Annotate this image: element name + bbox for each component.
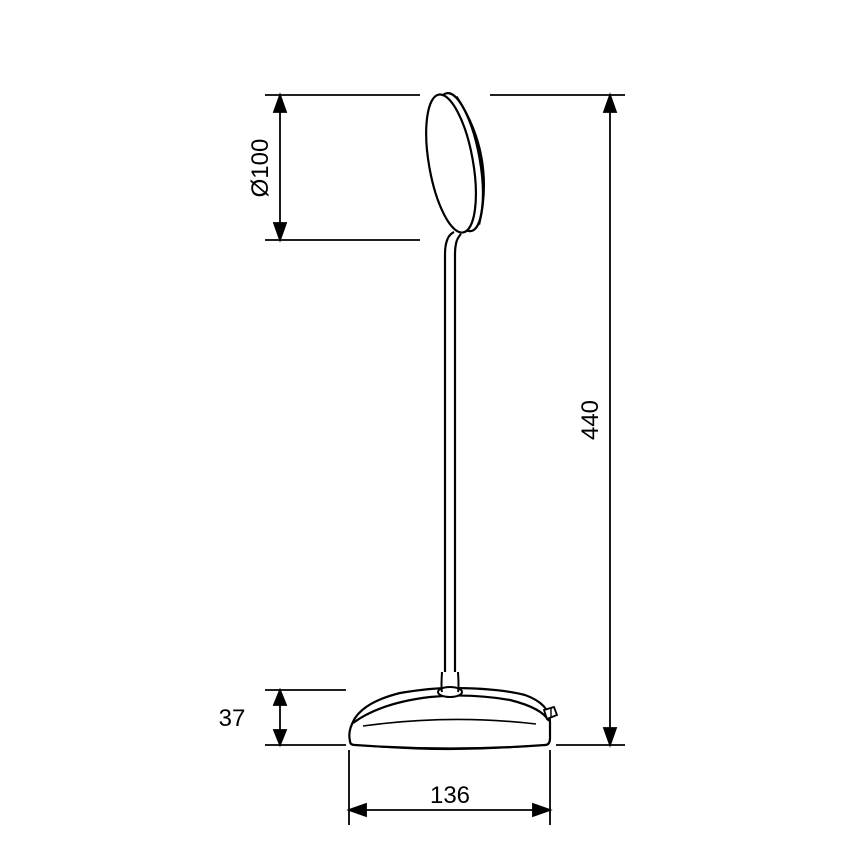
lamp-stem bbox=[445, 254, 455, 672]
dim-head-diameter-label: Ø100 bbox=[247, 139, 274, 198]
dim-head-diameter: Ø100 bbox=[247, 95, 420, 240]
dim-total-height-label: 440 bbox=[577, 400, 604, 440]
dim-base-width-label: 136 bbox=[430, 782, 470, 809]
dim-total-height: 440 bbox=[490, 95, 625, 745]
lamp-stem-collar bbox=[438, 672, 462, 697]
lamp-head bbox=[417, 89, 494, 236]
lamp-switch bbox=[544, 707, 557, 719]
lamp-neck bbox=[445, 232, 461, 254]
dim-base-width: 136 bbox=[349, 750, 550, 825]
dim-base-height-label: 37 bbox=[219, 705, 246, 732]
dim-base-height: 37 bbox=[219, 690, 346, 745]
dimension-drawing: 440 Ø100 37 136 bbox=[0, 0, 868, 868]
